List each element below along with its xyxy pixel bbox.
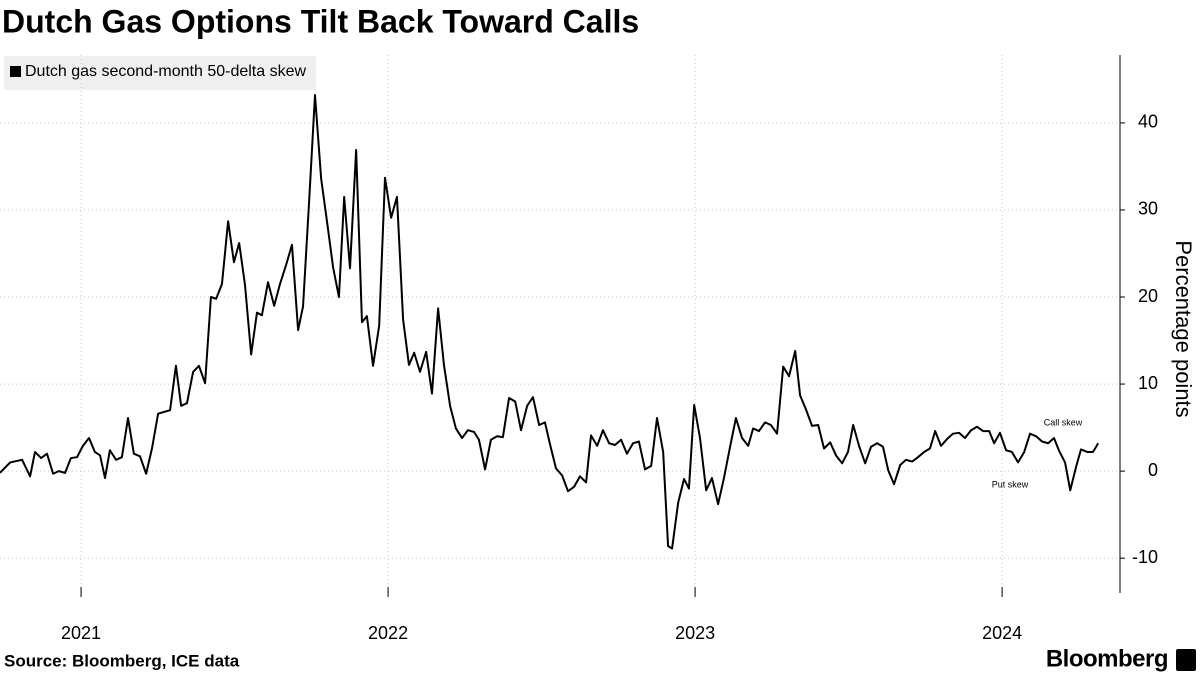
- line-series: [0, 94, 1100, 550]
- y-tick-label: 20: [1138, 286, 1158, 306]
- y-tick-label: 0: [1148, 460, 1158, 480]
- legend-label: Dutch gas second-month 50-delta skew: [25, 63, 306, 80]
- y-tick-label: 30: [1138, 199, 1158, 219]
- x-tick-label: 2021: [61, 623, 101, 643]
- y-tick-label: -10: [1132, 547, 1158, 567]
- legend-swatch: [10, 66, 21, 77]
- brand-icon: [1176, 649, 1196, 671]
- y-axis-label: Percentage points: [1171, 240, 1196, 417]
- annotation: Call skew: [1044, 417, 1083, 427]
- legend-box: [4, 56, 317, 90]
- y-tick-label: 10: [1138, 373, 1158, 393]
- x-tick-label: 2024: [982, 623, 1022, 643]
- brand: Bloomberg: [1046, 645, 1168, 672]
- legend: Dutch gas second-month 50-delta skew: [4, 56, 317, 90]
- y-tick-label: 40: [1138, 112, 1158, 132]
- x-tick-label: 2022: [368, 623, 408, 643]
- annotation: Put skew: [992, 479, 1029, 489]
- chart-title: Dutch Gas Options Tilt Back Toward Calls: [2, 3, 639, 39]
- x-tick-label: 2023: [675, 623, 715, 643]
- source: Source: Bloomberg, ICE data: [4, 651, 240, 670]
